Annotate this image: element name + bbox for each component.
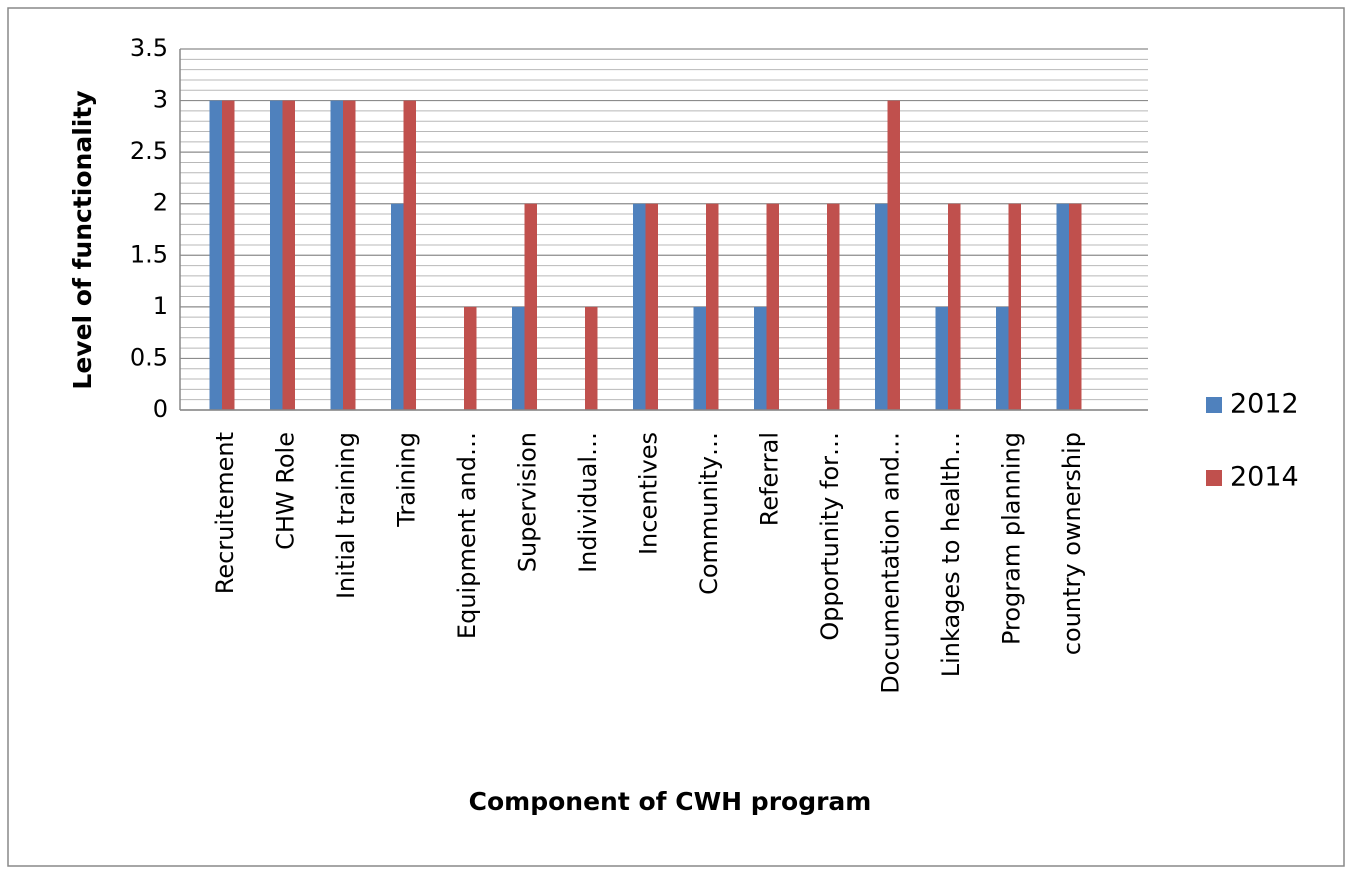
x-tick-label: Referral — [756, 432, 784, 526]
bar — [827, 203, 840, 410]
y-tick-label: 2.5 — [130, 137, 168, 165]
x-axis-title: Component of CWH program — [469, 787, 872, 816]
bar — [585, 306, 598, 410]
x-tick-label: Supervision — [514, 432, 542, 572]
y-tick-label: 3.5 — [130, 34, 168, 62]
x-tick-label: Recruitement — [211, 432, 239, 594]
bar — [1069, 203, 1082, 410]
x-tick-label: Program planning — [998, 432, 1026, 645]
bar — [996, 306, 1009, 410]
legend-swatch — [1206, 470, 1222, 486]
y-axis-title: Level of functionality — [68, 90, 97, 389]
x-tick-label: Individual… — [574, 432, 602, 573]
bar — [524, 203, 537, 410]
bar — [875, 203, 888, 410]
x-tick-label: Initial training — [332, 432, 360, 599]
bar — [270, 100, 283, 411]
y-tick-label: 0.5 — [130, 343, 168, 371]
bar — [330, 100, 343, 411]
bar — [1008, 203, 1021, 410]
x-tick-label: Documentation and… — [877, 432, 905, 694]
x-tick-label: Opportunity for… — [816, 432, 844, 641]
bar — [391, 203, 404, 410]
chart-border — [7, 7, 1345, 867]
bar — [1056, 203, 1069, 410]
bar — [706, 203, 719, 410]
legend-label: 2012 — [1230, 389, 1299, 420]
x-tick-label: country ownership — [1058, 432, 1086, 655]
bar — [282, 100, 295, 411]
x-tick-label: Training — [393, 432, 421, 528]
bar — [403, 100, 416, 411]
y-tick-label: 1.5 — [130, 240, 168, 268]
bar — [633, 203, 646, 410]
bar — [645, 203, 658, 410]
bar — [222, 100, 235, 411]
bar — [209, 100, 222, 411]
x-tick-label: Equipment and… — [453, 432, 481, 639]
y-tick-label: 2 — [153, 189, 168, 217]
x-tick-label: Incentives — [635, 432, 663, 555]
y-tick-label: 1 — [153, 292, 168, 320]
bar — [948, 203, 961, 410]
y-tick-label: 0 — [153, 395, 168, 423]
legend-label: 2014 — [1230, 462, 1299, 493]
bar — [887, 100, 900, 411]
legend-swatch — [1206, 397, 1222, 413]
bar — [343, 100, 356, 411]
y-tick-label: 3 — [153, 86, 168, 114]
bar — [754, 306, 767, 410]
bar — [766, 203, 779, 410]
bar — [693, 306, 706, 410]
x-tick-label: CHW Role — [272, 432, 300, 550]
x-tick-label: Linkages to health… — [937, 432, 965, 677]
bar — [512, 306, 525, 410]
bar — [464, 306, 477, 410]
x-tick-label: Community… — [695, 432, 723, 595]
bar — [935, 306, 948, 410]
